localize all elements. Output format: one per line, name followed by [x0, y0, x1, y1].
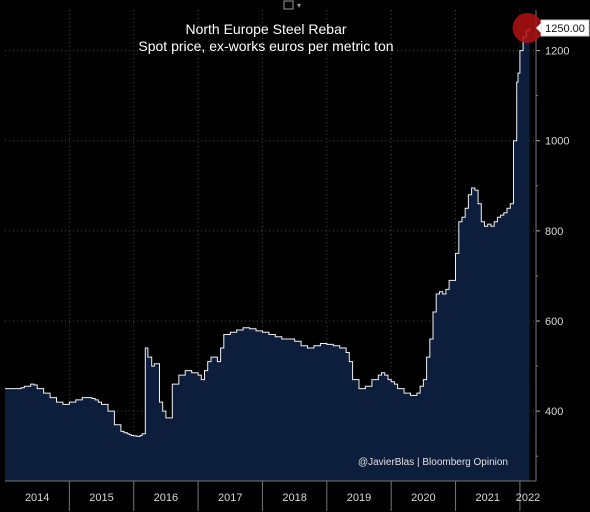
price-line	[5, 28, 531, 437]
price-area-fill	[5, 28, 530, 481]
image-icon[interactable]	[283, 0, 294, 10]
x-tick-label: 2016	[154, 492, 178, 504]
y-tick-label: 600	[545, 316, 563, 328]
x-tick-label: 2018	[282, 492, 306, 504]
axes: 400 600 800 1000 1200 2014 2015 2016 2017 2018 201…	[5, 10, 569, 511]
last-value-label: 1250.00	[545, 23, 585, 35]
last-value-marker-group: 1250.00	[512, 13, 590, 44]
chart-title: North Europe Steel Rebar	[185, 21, 346, 37]
toolbar[interactable]: ▾	[283, 0, 301, 10]
y-tick-label: 1000	[545, 136, 569, 148]
chevron-down-icon[interactable]: ▾	[297, 1, 301, 10]
x-tick-label: 2020	[411, 492, 435, 504]
last-value-marker	[512, 13, 543, 44]
credit-text: @JavierBlas | Bloomberg Opinion	[358, 457, 508, 468]
price-area	[5, 28, 531, 481]
x-tick-label: 2014	[25, 492, 49, 504]
y-tick-label: 800	[545, 226, 563, 238]
x-tick-label: 2017	[218, 492, 242, 504]
chart-subtitle: Spot price, ex-works euros per metric to…	[138, 38, 393, 54]
y-tick-label: 400	[545, 406, 563, 418]
x-tick-label: 2021	[475, 492, 499, 504]
x-tick-label: 2019	[347, 492, 371, 504]
x-tick-label: 2022	[516, 492, 540, 504]
last-value-badge-pointer	[536, 23, 541, 34]
x-tick-label: 2015	[89, 492, 113, 504]
y-tick-label: 1200	[545, 46, 569, 58]
